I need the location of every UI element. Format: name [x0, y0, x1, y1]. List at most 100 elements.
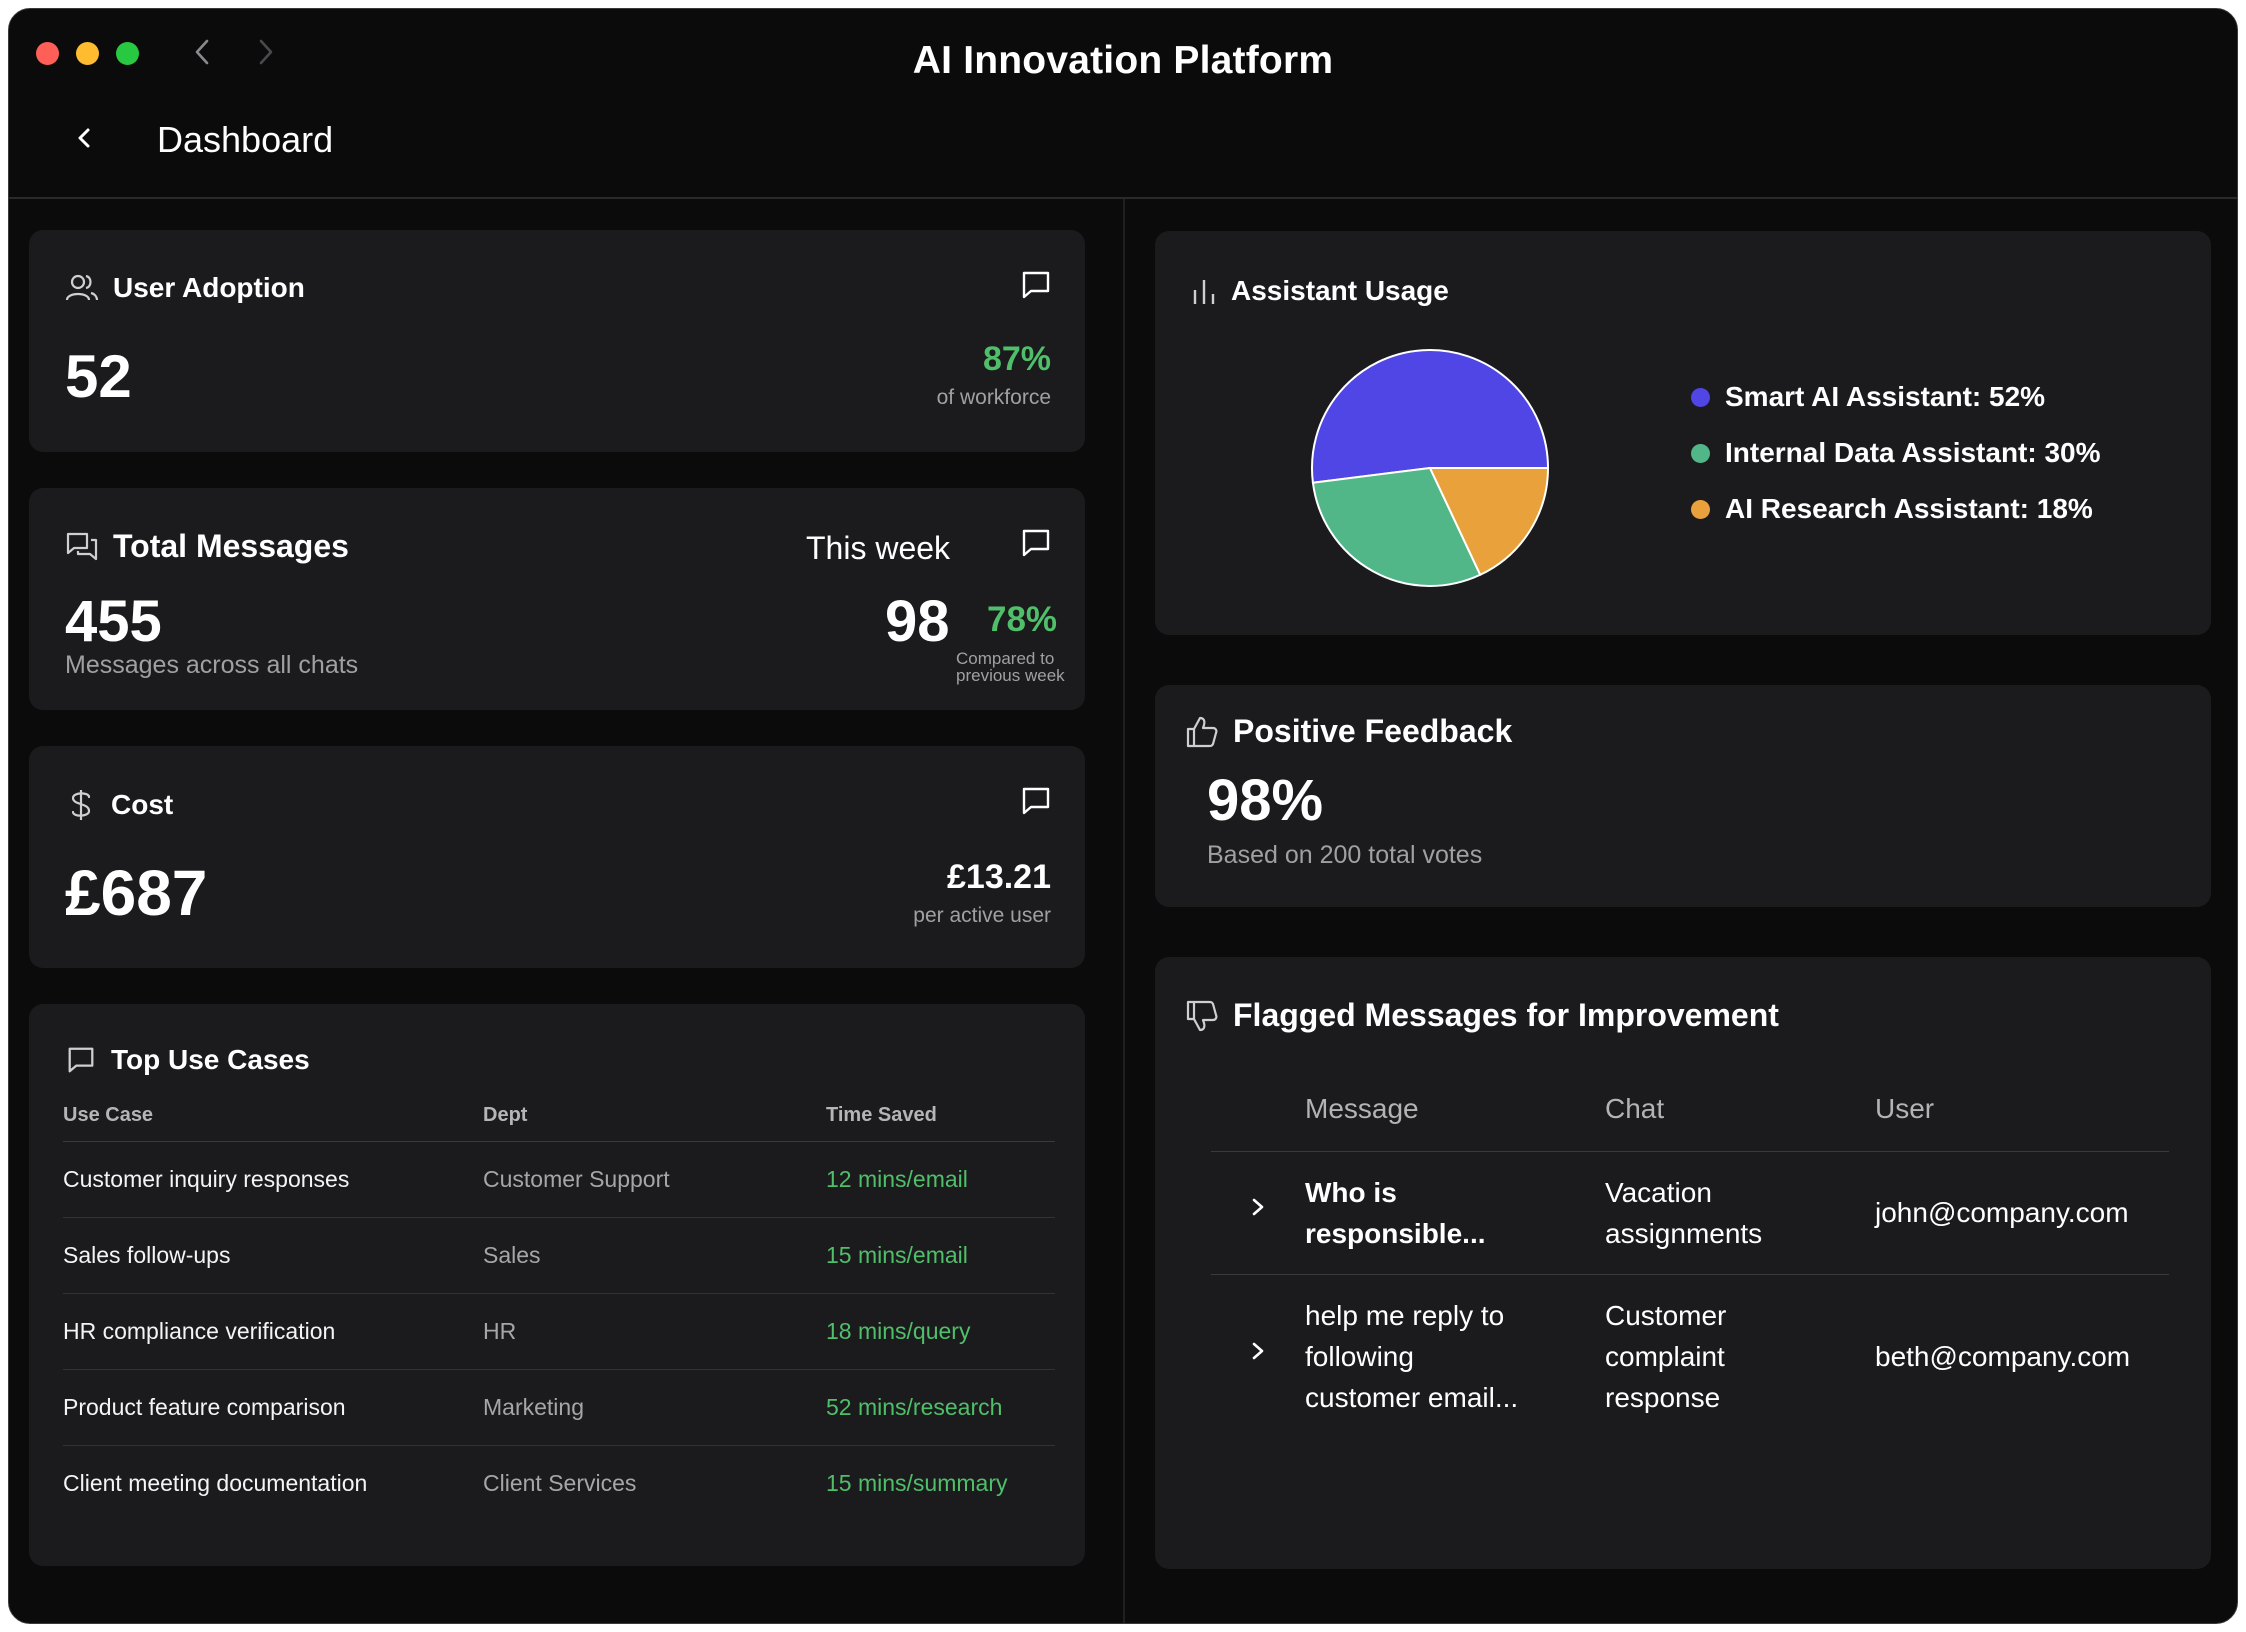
history-navigation: [187, 35, 281, 69]
window-controls: [36, 42, 139, 65]
dept-cell: Sales: [483, 1217, 826, 1294]
positive-feedback-header: Positive Feedback: [1185, 713, 1512, 750]
legend-label: AI Research Assistant: 18%: [1725, 493, 2093, 524]
message-cell: Who is responsible...: [1305, 1151, 1605, 1275]
chat-line: Vacation: [1605, 1176, 1712, 1208]
user-adoption-percent: 87%: [982, 340, 1051, 378]
flagged-messages-card: Flagged Messages for Improvement Message…: [1155, 957, 2211, 1569]
forward-arrow-icon[interactable]: [251, 35, 281, 69]
week-compare-line-1: Compared to: [956, 649, 1055, 668]
column-header: Message: [1305, 1067, 1605, 1152]
assistant-usage-card: Assistant Usage Smart AI Assistant: 52% …: [1155, 231, 2211, 635]
minimize-window-button[interactable]: [76, 42, 99, 65]
cost-card: Cost £687 £13.21 per active user: [29, 746, 1085, 968]
time-saved-cell: 12 mins/email: [826, 1141, 1055, 1218]
cost-header: Cost: [65, 788, 173, 822]
page-header: Dashboard: [69, 119, 333, 161]
pie-slice-smart-ai[interactable]: [1311, 349, 1550, 484]
chat-cell: Customer complaint response: [1605, 1274, 1875, 1438]
positive-feedback-subtitle: Based on 200 total votes: [1207, 841, 1483, 869]
total-messages-header: Total Messages: [65, 528, 349, 565]
app-title: AI Innovation Platform: [912, 39, 1334, 82]
flagged-messages-table: Message Chat User Who is responsible... …: [1211, 1067, 2169, 1438]
message-cell: help me reply to following customer emai…: [1305, 1274, 1605, 1438]
table-header-row: Message Chat User: [1211, 1067, 2169, 1152]
chat-bubble-icon[interactable]: [1019, 784, 1053, 823]
use-case-cell: Client meeting documentation: [63, 1470, 368, 1497]
users-icon: [65, 272, 99, 304]
chat-bubble-icon: [65, 1044, 97, 1076]
week-messages-value: 98: [885, 589, 950, 654]
pie-slice-internal-data[interactable]: [1311, 466, 1482, 587]
bar-chart-icon: [1191, 276, 1217, 306]
legend-label: Internal Data Assistant: 30%: [1725, 437, 2101, 468]
table-row[interactable]: help me reply to following customer emai…: [1211, 1274, 2169, 1438]
app-window: AI Innovation Platform Dashboard User Ad…: [8, 8, 2238, 1624]
this-week-label: This week: [806, 530, 951, 566]
column-header: Use Case: [63, 1104, 483, 1142]
column-header: User: [1875, 1067, 2169, 1152]
week-compare-line-2: previous week: [956, 666, 1065, 685]
chat-line: complaint: [1605, 1340, 1725, 1372]
use-case-cell: HR compliance verification: [63, 1293, 483, 1370]
message-line: following: [1305, 1340, 1414, 1372]
page-title: Dashboard: [157, 119, 334, 160]
use-cases-table: Use Case Dept Time Saved Customer inquir…: [63, 1104, 1055, 1522]
assistant-usage-header: Assistant Usage: [1191, 275, 1449, 307]
positive-feedback-card: Positive Feedback 98% Based on 200 total…: [1155, 685, 2211, 907]
table-row[interactable]: Client meeting documentation Client Serv…: [63, 1446, 1055, 1522]
table-header-row: Use Case Dept Time Saved: [63, 1104, 1055, 1142]
table-row[interactable]: Product feature comparison Marketing 52 …: [63, 1369, 1055, 1446]
legend-item: Internal Data Assistant: 30%: [1691, 437, 2101, 469]
user-adoption-value: 52: [65, 343, 132, 410]
top-use-cases-card: Top Use Cases Use Case Dept Time Saved C…: [29, 1004, 1085, 1566]
user-adoption-header: User Adoption: [65, 272, 305, 304]
table-row[interactable]: Who is responsible... Vacation assignmen…: [1211, 1151, 2169, 1275]
flagged-messages-title: Flagged Messages for Improvement: [1233, 997, 1779, 1033]
time-saved-cell: 15 mins/summary: [826, 1470, 1008, 1497]
chat-line: response: [1605, 1381, 1721, 1413]
top-use-cases-title: Top Use Cases: [111, 1044, 310, 1075]
chat-bubble-icon[interactable]: [1019, 526, 1053, 565]
table-row[interactable]: Sales follow-ups Sales 15 mins/email: [63, 1217, 1055, 1294]
message-line: responsible...: [1305, 1217, 1486, 1249]
back-arrow-icon[interactable]: [187, 35, 217, 69]
chevron-right-icon: [1252, 1198, 1264, 1216]
user-adoption-title: User Adoption: [113, 272, 305, 303]
expand-row-button[interactable]: [1211, 1151, 1305, 1275]
legend-color-dot: [1691, 499, 1710, 519]
message-line: customer email...: [1305, 1381, 1519, 1413]
dept-cell: HR: [483, 1293, 826, 1370]
header-divider: [9, 197, 2237, 199]
messages-icon: [65, 531, 99, 563]
use-case-cell: Product feature comparison: [63, 1369, 483, 1446]
use-case-cell: Customer inquiry responses: [63, 1141, 483, 1218]
positive-feedback-value: 98%: [1207, 768, 1324, 833]
pie-slice-ai-research[interactable]: [1428, 467, 1550, 577]
legend-item: Smart AI Assistant: 52%: [1691, 381, 2101, 413]
table-row[interactable]: Customer inquiry responses Customer Supp…: [63, 1141, 1055, 1218]
time-saved-cell: 18 mins/query: [826, 1293, 1055, 1370]
cost-per-user-label: per active user: [913, 904, 1051, 927]
legend-label: Smart AI Assistant: 52%: [1725, 381, 2046, 412]
column-header: Time Saved: [826, 1104, 1055, 1142]
close-window-button[interactable]: [36, 42, 59, 65]
total-messages-card: Total Messages This week 455 Messages ac…: [29, 488, 1085, 710]
total-messages-title: Total Messages: [113, 528, 349, 564]
time-saved-cell: 52 mins/research: [826, 1369, 1055, 1446]
table-row[interactable]: HR compliance verification HR 18 mins/qu…: [63, 1293, 1055, 1370]
dept-cell: Marketing: [483, 1369, 826, 1446]
message-line: Who is: [1305, 1176, 1397, 1208]
user-adoption-percent-label: of workforce: [936, 386, 1051, 409]
cost-title: Cost: [111, 789, 174, 820]
chat-cell: Vacation assignments: [1605, 1151, 1875, 1275]
column-header: Chat: [1605, 1067, 1875, 1152]
pie-legend: Smart AI Assistant: 52% Internal Data As…: [1691, 381, 2101, 549]
back-chevron-icon[interactable]: [69, 121, 99, 160]
dollar-icon: [65, 788, 97, 822]
maximize-window-button[interactable]: [116, 42, 139, 65]
chat-bubble-icon[interactable]: [1019, 268, 1053, 307]
message-line: help me reply to: [1305, 1299, 1505, 1331]
flagged-messages-header: Flagged Messages for Improvement: [1185, 997, 1779, 1034]
expand-row-button[interactable]: [1211, 1274, 1305, 1438]
